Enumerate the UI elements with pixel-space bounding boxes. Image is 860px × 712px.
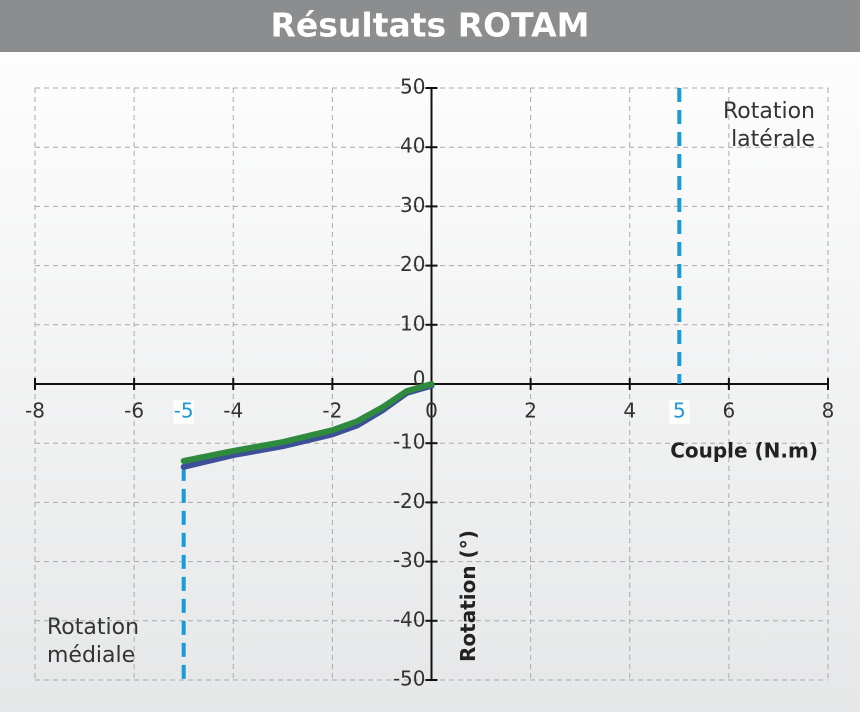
annotation: Rotation xyxy=(723,99,815,124)
y-tick-label: -10 xyxy=(393,430,426,454)
x-tick-label: -4 xyxy=(223,399,243,423)
y-tick-label: 10 xyxy=(400,311,425,335)
chart-title: Résultats ROTAM xyxy=(271,6,590,45)
ref-label-bg xyxy=(173,400,194,424)
y-tick-label: -30 xyxy=(393,548,426,572)
x-tick-label: -2 xyxy=(322,399,342,423)
y-tick-label: -40 xyxy=(393,607,426,631)
y-tick-label: -20 xyxy=(393,489,426,513)
annotation: médiale xyxy=(47,643,135,668)
header-bar xyxy=(0,0,860,52)
y-tick-label: -50 xyxy=(393,667,426,691)
x-tick-label: 0 xyxy=(425,399,438,423)
annotation: latérale xyxy=(731,127,815,152)
y-tick-label: 30 xyxy=(400,193,425,217)
y-tick-label: 50 xyxy=(400,75,425,99)
x-tick-label: 8 xyxy=(822,399,835,423)
ref-label-bg xyxy=(669,400,690,424)
reference-label: 5 xyxy=(673,399,686,423)
y-tick-label: 20 xyxy=(400,252,425,276)
reference-label: -5 xyxy=(174,399,194,423)
x-tick-label: -8 xyxy=(25,399,45,423)
y-axis-label: Rotation (°) xyxy=(456,530,480,662)
annotation: Rotation xyxy=(47,615,139,640)
x-axis-label: Couple (N.m) xyxy=(670,439,818,463)
x-tick-label: -6 xyxy=(124,399,144,423)
x-tick-label: 4 xyxy=(623,399,636,423)
x-tick-label: 2 xyxy=(524,399,537,423)
x-tick-label: 6 xyxy=(723,399,736,423)
y-tick-label: 40 xyxy=(400,134,425,158)
series-line xyxy=(180,381,435,464)
